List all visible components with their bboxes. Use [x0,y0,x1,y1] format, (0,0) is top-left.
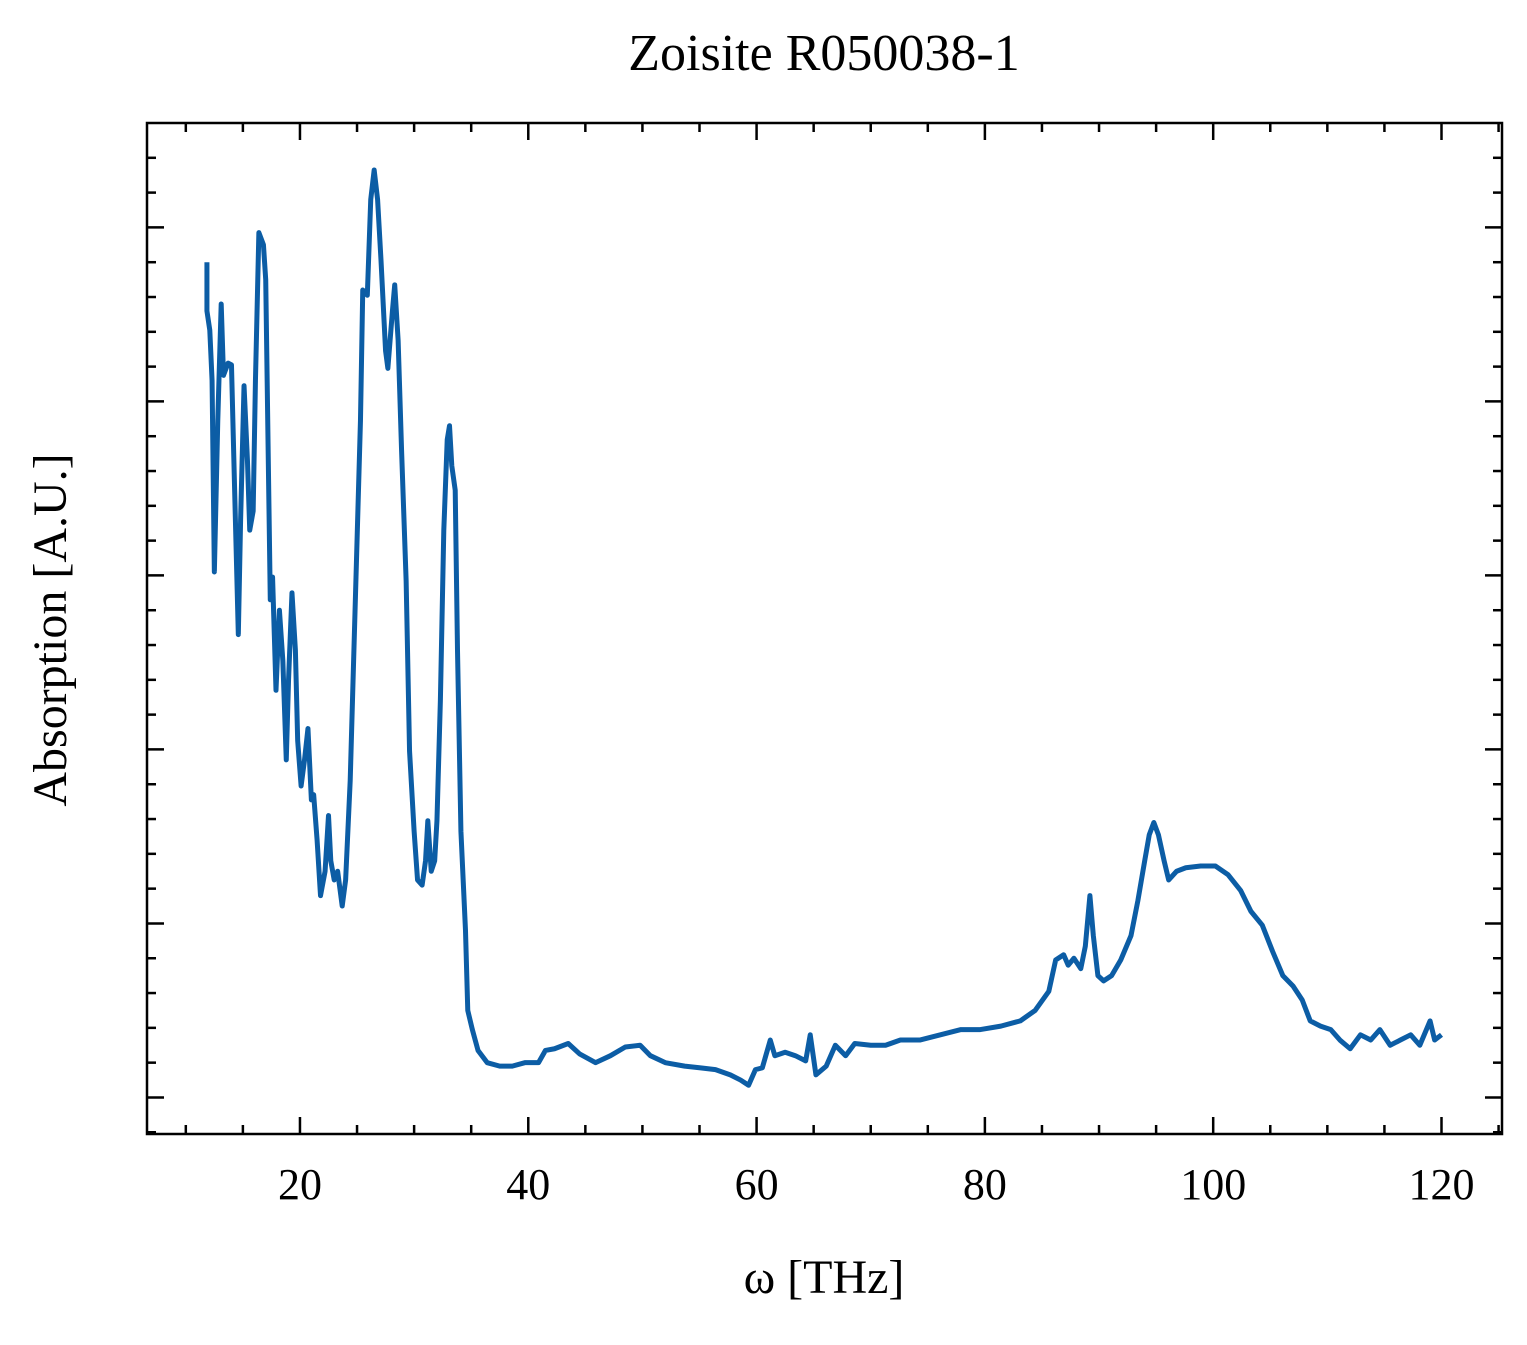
y-axis-label: Absorption [A.U.] [24,453,77,806]
x-tick-label: 120 [1408,1160,1474,1209]
x-tick-label: 60 [735,1160,779,1209]
chart-title: Zoisite R050038-1 [628,25,1019,82]
x-tick-label: 100 [1180,1160,1246,1209]
x-tick-label: 80 [963,1160,1007,1209]
x-axis-label: ω [THz] [744,1251,905,1304]
x-tick-label: 40 [506,1160,550,1209]
x-tick-label: 20 [278,1160,322,1209]
plot-frame [145,121,1504,1136]
data-line [204,167,1444,1088]
